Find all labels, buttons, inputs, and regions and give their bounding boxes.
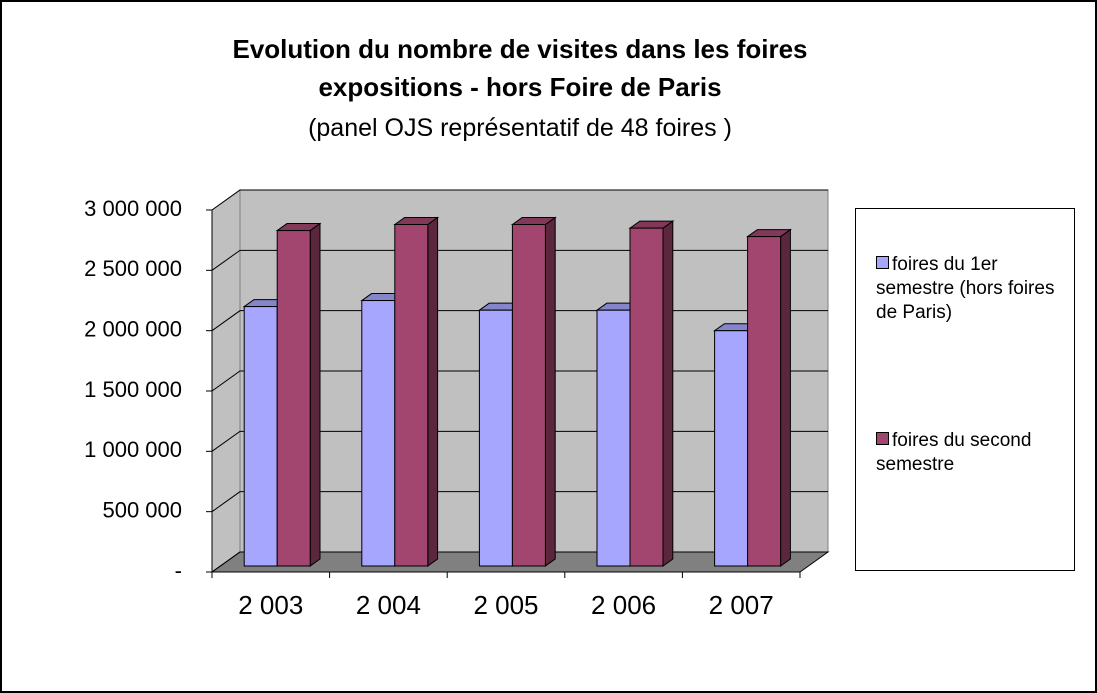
legend: foires du 1er semestre (hors foires de P…	[855, 208, 1075, 571]
y-tick-label: 2 500 000	[84, 256, 182, 281]
y-tick-label: 2 000 000	[84, 316, 182, 341]
chart-title: Evolution du nombre de visites dans les …	[232, 34, 808, 102]
bar-side	[662, 220, 674, 567]
bar	[747, 236, 782, 567]
bar	[361, 300, 396, 567]
x-tick-label: 2 003	[238, 590, 303, 620]
bar	[478, 309, 513, 567]
bar	[394, 224, 429, 567]
y-tick-label: 1 000 000	[84, 437, 182, 462]
y-tick-label: 1 500 000	[84, 377, 182, 402]
bar	[243, 306, 278, 567]
x-tick-label: 2 005	[473, 590, 538, 620]
x-tick-label: 2 004	[356, 590, 421, 620]
bar	[596, 309, 631, 567]
legend-item: foires du second semestre	[876, 429, 1072, 477]
legend-label: foires du second semestre	[876, 430, 1032, 475]
bar	[629, 227, 664, 567]
legend-item: foires du 1er semestre (hors foires de P…	[876, 253, 1072, 325]
bar	[714, 330, 749, 567]
bar	[276, 230, 311, 567]
legend-swatch	[876, 256, 889, 269]
x-tick-label: 2 007	[709, 590, 774, 620]
legend-label: foires du 1er semestre (hors foires de P…	[876, 254, 1055, 323]
y-tick-label: -	[175, 558, 182, 583]
grid-line	[211, 189, 828, 211]
bar-side	[427, 216, 439, 567]
y-tick-label: 500 000	[102, 497, 182, 522]
bar	[511, 224, 546, 567]
bar-side	[309, 222, 321, 567]
bar-side	[544, 216, 556, 567]
x-tick-label: 2 006	[591, 590, 656, 620]
bar-side	[780, 228, 791, 567]
chart-subtitle: (panel OJS représentatif de 48 foires )	[308, 114, 732, 142]
y-tick-label: 3 000 000	[84, 196, 182, 221]
legend-swatch	[876, 432, 889, 445]
